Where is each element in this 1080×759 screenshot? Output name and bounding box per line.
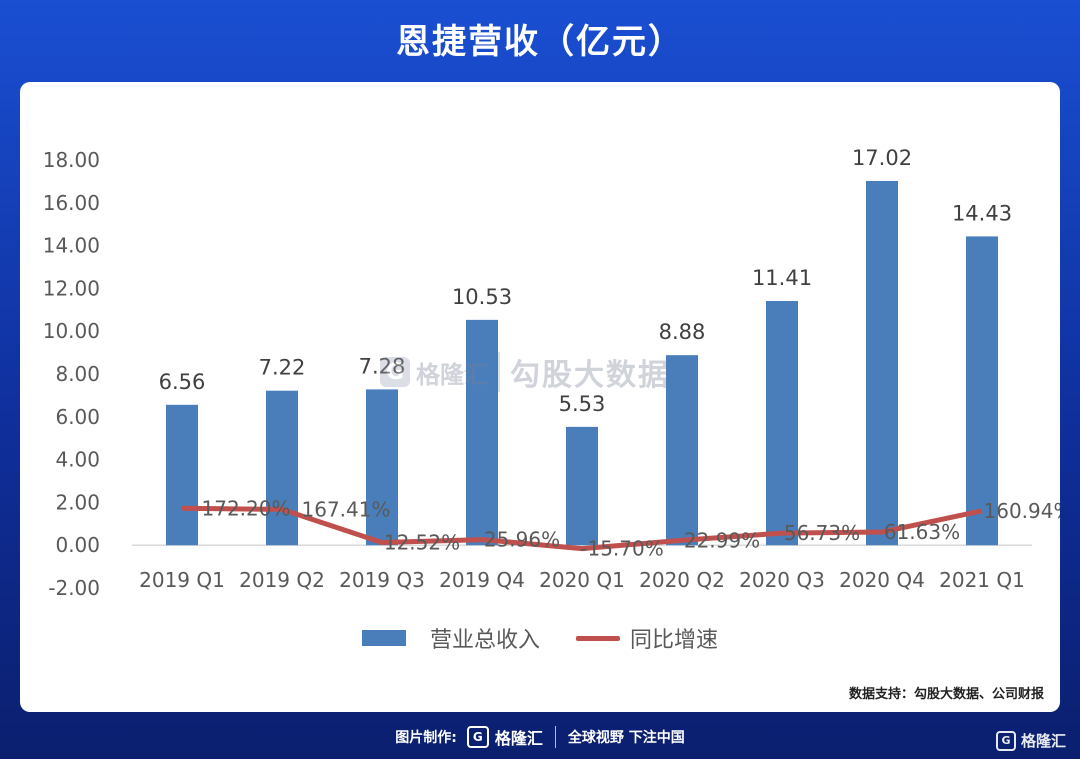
revenue-chart: 18.00 16.00 14.00 12.00 10.00 8.00 6.00 4.00 2.0… [43, 146, 1060, 600]
x-tick-label: 2019 Q4 [439, 568, 525, 592]
legend-bar-swatch [361, 630, 406, 646]
bar-value-label: 11.41 [752, 266, 812, 290]
bar-2020-Q1 [566, 426, 598, 546]
y-tick-label: 4.00 [55, 448, 100, 472]
page-title: 恩捷营收（亿元） [396, 22, 684, 62]
bar-value-label: 8.88 [659, 320, 706, 344]
footer-logo-icon: G [466, 726, 489, 748]
bar-value-label: 5.53 [559, 392, 606, 416]
legend-label-revenue: 营业总收入 [429, 628, 540, 653]
bar-2020-Q3 [766, 301, 798, 546]
y-tick-label: 16.00 [43, 191, 100, 215]
bar-2019-Q3 [366, 389, 398, 546]
x-tick-label: 2020 Q3 [739, 568, 825, 592]
bar-2019-Q4 [466, 319, 498, 546]
corner-brand: G 格隆汇 [995, 730, 1066, 751]
y-tick-label: 0.00 [55, 533, 100, 557]
x-tick-label: 2020 Q4 [839, 568, 925, 592]
bar-2019-Q2 [266, 390, 298, 546]
growth-line [181, 505, 983, 552]
legend-item-growth: 同比增速 [576, 622, 718, 654]
x-tick-label: 2020 Q2 [639, 568, 725, 592]
y-tick-label: 2.00 [55, 490, 100, 514]
y-tick-label: 8.00 [55, 362, 100, 386]
growth-value-label: 172.20% [202, 496, 291, 520]
corner-brand-text: 格隆汇 [1020, 732, 1066, 750]
bar-2020-Q2 [666, 355, 698, 546]
growth-value-label: 22.99% [684, 528, 760, 552]
chart-legend: 营业总收入 同比增速 [20, 622, 1060, 654]
legend-item-revenue: 营业总收入 [361, 622, 540, 654]
x-tick-label: 2021 Q1 [939, 568, 1025, 592]
footer: 图片制作: G 格隆汇 全球视野 下注中国 [0, 724, 1080, 750]
growth-value-label: 12.52% [384, 531, 460, 555]
growth-value-label: 56.73% [784, 521, 860, 545]
growth-value-label: 167.41% [302, 497, 391, 521]
bar-value-label: 10.53 [452, 285, 512, 309]
bar-value-label: 17.02 [852, 146, 912, 170]
x-tick-label: 2019 Q2 [239, 568, 325, 592]
bar-value-label: 6.56 [159, 370, 206, 394]
y-tick-label: 6.00 [55, 405, 100, 429]
x-tick-label: 2019 Q1 [139, 568, 225, 592]
x-tick-label: 2020 Q1 [539, 568, 625, 592]
y-tick-label: -2.00 [48, 576, 100, 600]
legend-label-growth: 同比增速 [630, 628, 719, 653]
bar-2021-Q1 [966, 236, 998, 546]
growth-value-label: 61.63% [884, 520, 960, 544]
footer-brand: 格隆汇 [494, 729, 543, 748]
x-tick-label: 2019 Q3 [339, 568, 425, 592]
growth-value-label: -15.70% [580, 537, 663, 561]
footer-slogan: 全球视野 下注中国 [567, 730, 685, 746]
y-tick-label: 14.00 [43, 234, 100, 258]
growth-value-label: 25.96% [484, 528, 560, 552]
y-tick-label: 18.00 [43, 148, 100, 172]
bar-2020-Q4 [866, 180, 898, 546]
growth-value-label: 160.94% [984, 499, 1060, 523]
y-tick-label: 10.00 [43, 319, 100, 343]
bar-2019-Q1 [166, 404, 198, 546]
bar-value-label: 7.28 [359, 354, 406, 378]
y-tick-label: 12.00 [43, 276, 100, 300]
footer-label: 图片制作: [395, 730, 457, 746]
corner-logo-icon: G [995, 730, 1016, 751]
chart-card: 18.00 16.00 14.00 12.00 10.00 8.00 6.00 4.00 2.0… [20, 82, 1060, 712]
footer-divider [554, 726, 556, 748]
bar-value-label: 7.22 [259, 356, 306, 380]
bar-value-label: 14.43 [952, 201, 1012, 225]
legend-line-swatch [576, 635, 620, 641]
data-source: 数据支持：勾股大数据、公司财报 [848, 687, 1044, 702]
